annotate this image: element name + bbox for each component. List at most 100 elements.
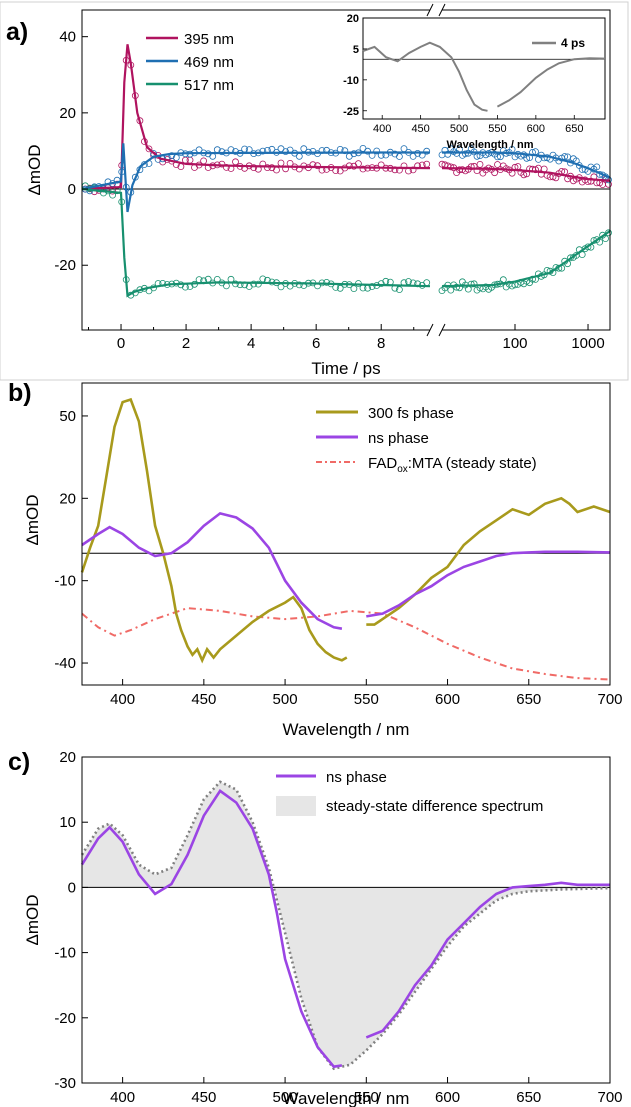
data-point — [259, 147, 267, 155]
inset-xlabel: Wavelength / nm — [447, 139, 534, 151]
data-point — [467, 163, 475, 171]
series-1-seg2 — [366, 496, 611, 626]
data-point — [453, 283, 461, 291]
x-tick-label: 650 — [516, 1089, 541, 1106]
inset-x-tick-label: 500 — [450, 123, 468, 135]
y-tick-label: -10 — [54, 573, 76, 590]
y-tick-label: -20 — [54, 257, 76, 274]
legend-label-steady: steady-state difference spectrum — [326, 798, 543, 815]
legend-label-300fs: 300 fs phase — [368, 405, 454, 422]
data-point — [250, 164, 258, 172]
panel-c: c) 20 10 0 -10 -20 -30 400 450 500 550 600 650 700 Δ… — [8, 748, 623, 1107]
legend-label-469: 469 nm — [184, 54, 234, 71]
inset-x-tick-label: 600 — [527, 123, 545, 135]
series-1-fit-linear — [81, 44, 431, 191]
data-point — [405, 278, 412, 285]
x-tick-label: 700 — [597, 1089, 622, 1106]
panel-a-plot-frame — [81, 9, 611, 331]
panel-b-legend: 300 fs phase ns phase FADox:MTA (steady … — [316, 405, 537, 475]
series-3-fit-linear — [81, 187, 431, 298]
data-point — [168, 152, 176, 160]
panel-a-frame — [0, 1, 629, 381]
data-point — [218, 160, 226, 168]
x-tick-label: 450 — [191, 1089, 216, 1106]
y-tick-label: -20 — [54, 1010, 76, 1027]
data-point — [295, 281, 303, 289]
inset-y-tick-label: -10 — [343, 75, 359, 87]
data-point — [584, 243, 592, 251]
series-fadox-line — [81, 607, 611, 681]
y-tick-label: 0 — [68, 879, 76, 896]
data-point — [314, 162, 321, 170]
panel-a-legend: 395 nm 469 nm 517 nm — [146, 31, 234, 94]
x-tick-label: 1000 — [571, 335, 604, 352]
panel-a-marks — [81, 44, 612, 299]
x-tick-label: 400 — [110, 1089, 135, 1106]
data-point — [447, 286, 455, 294]
inset-y-tick-label: 20 — [347, 13, 359, 25]
axis-break-gap — [430, 326, 442, 334]
data-point — [282, 148, 290, 156]
inset-legend-label: 4 ps — [561, 36, 585, 50]
data-point — [602, 235, 609, 243]
x-tick-label: 500 — [273, 691, 298, 708]
data-point — [447, 163, 455, 171]
series-2-seg1 — [81, 511, 343, 630]
y-tick-label: 0 — [68, 181, 76, 198]
inset-spectrum-seg1 — [362, 41, 488, 112]
legend-label-ns: ns phase — [368, 430, 429, 447]
x-tick-label: 4 — [247, 335, 255, 352]
axis-break-mark-top — [426, 3, 434, 17]
inset-y-tick-label: 5 — [353, 44, 359, 56]
data-point — [567, 254, 574, 262]
axis-break-mark — [426, 323, 434, 337]
inset-ticks: 400 450 500 550 600 650 20 5 -10 -25 — [343, 13, 583, 135]
y-tick-label: 20 — [59, 749, 76, 766]
data-point — [250, 280, 258, 288]
data-point — [467, 280, 475, 288]
data-point — [423, 147, 431, 155]
data-point — [470, 280, 478, 288]
panel-b-ylabel: ΔmOD — [23, 494, 42, 545]
steady-state-fill — [82, 781, 610, 1069]
y-tick-label: -40 — [54, 655, 76, 672]
panel-c-plot-frame — [81, 756, 611, 1084]
panel-c-ticks: 20 10 0 -10 -20 -30 400 450 500 550 600 650 700 — [54, 749, 622, 1106]
data-point — [476, 160, 484, 168]
ns-phase-seg2 — [365, 881, 610, 1039]
x-tick-label: 400 — [110, 691, 135, 708]
axis-break-mark — [438, 323, 446, 337]
series-2-fit-linear — [81, 143, 430, 213]
x-tick-label: 450 — [191, 691, 216, 708]
data-point — [350, 285, 358, 293]
inset-y-tick-label: -25 — [343, 106, 359, 118]
data-point — [593, 163, 601, 171]
data-point — [218, 148, 226, 156]
panel-c-marks — [80, 780, 611, 1071]
series-1-seg1 — [80, 397, 348, 664]
panel-a-ylabel: ΔmOD — [25, 144, 44, 195]
series-1-fit-log — [441, 167, 611, 182]
data-point — [254, 280, 262, 288]
data-point — [395, 286, 403, 294]
panel-c-ylabel: ΔmOD — [23, 894, 42, 945]
inset-x-tick-label: 400 — [373, 123, 391, 135]
data-point — [336, 284, 344, 292]
panel-c-xlabel: Wavelength / nm — [283, 1089, 410, 1107]
panel-c-label: c) — [8, 748, 30, 776]
axis-break-gap-top — [430, 6, 442, 14]
data-point — [444, 150, 452, 158]
x-tick-label: 650 — [516, 691, 541, 708]
data-point — [145, 145, 153, 153]
data-point — [494, 153, 501, 161]
y-tick-label: 40 — [59, 29, 76, 46]
data-point — [323, 278, 331, 286]
panel-b-plot-frame — [81, 382, 611, 686]
ns-phase-seg1 — [80, 789, 343, 1069]
x-tick-label: 2 — [182, 335, 190, 352]
panel-c-legend: ns phase steady-state difference spectru… — [276, 769, 543, 816]
x-tick-label: 550 — [354, 1089, 379, 1106]
